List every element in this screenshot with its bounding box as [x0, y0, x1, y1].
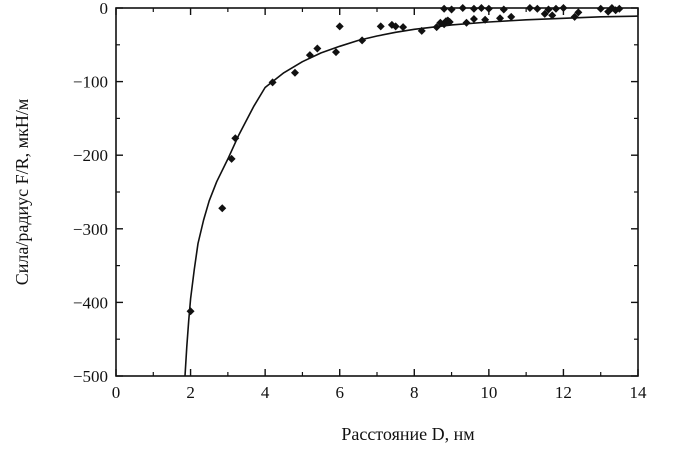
data-point — [417, 26, 426, 35]
data-point — [469, 15, 478, 24]
data-point — [484, 4, 493, 13]
data-point — [331, 48, 340, 57]
data-point — [540, 9, 549, 18]
data-point — [335, 22, 344, 31]
x-tick-label: 8 — [410, 383, 419, 402]
data-point — [227, 154, 236, 163]
data-points — [186, 4, 624, 316]
y-tick-label: −300 — [73, 220, 108, 239]
data-point — [186, 307, 195, 316]
data-point — [440, 4, 449, 13]
fit-curve-group — [184, 15, 639, 377]
y-tick-label: −400 — [73, 293, 108, 312]
x-tick-label: 0 — [112, 383, 121, 402]
data-point — [499, 5, 508, 14]
fit-curve — [184, 15, 639, 377]
x-axis-title: Расстояние D, нм — [341, 424, 474, 444]
x-tick-label: 4 — [261, 383, 270, 402]
y-tick-label: −200 — [73, 146, 108, 165]
data-point — [432, 23, 441, 32]
x-tick-label: 12 — [555, 383, 572, 402]
data-point — [544, 5, 553, 14]
data-point — [477, 4, 486, 12]
data-point — [507, 12, 516, 21]
data-point — [607, 4, 616, 12]
data-point — [615, 4, 624, 13]
data-point — [290, 68, 299, 77]
y-tick-label: −100 — [73, 73, 108, 92]
data-point — [376, 22, 385, 31]
x-tick-label: 2 — [186, 383, 195, 402]
data-point — [399, 23, 408, 32]
data-point — [447, 5, 456, 14]
y-axis-title: Сила/радиус F/R, мкН/м — [12, 99, 32, 285]
data-point — [445, 17, 454, 26]
data-point — [231, 134, 240, 143]
data-point — [570, 12, 579, 21]
data-point — [268, 78, 277, 87]
data-point — [533, 4, 542, 13]
data-point — [391, 22, 400, 31]
x-tick-label: 10 — [480, 383, 497, 402]
tick-labels: 0 2 4 6 8 10 12 14 0 −100 −200 −300 −400 −500 — [73, 0, 647, 402]
data-point — [596, 4, 605, 13]
data-point — [481, 15, 490, 24]
data-point — [313, 44, 322, 53]
data-point — [462, 18, 471, 27]
data-point — [551, 4, 560, 13]
y-tick-label: 0 — [100, 0, 109, 18]
data-point — [525, 4, 534, 12]
x-tick-label: 6 — [335, 383, 344, 402]
data-point — [305, 51, 314, 60]
data-point — [458, 4, 467, 12]
data-point — [559, 4, 568, 12]
plot-frame — [115, 7, 639, 377]
data-point — [469, 4, 478, 13]
data-point — [548, 11, 557, 20]
data-point — [574, 8, 583, 17]
x-tick-label: 14 — [630, 383, 648, 402]
data-point — [218, 204, 227, 213]
ticks — [115, 7, 639, 377]
y-tick-label: −500 — [73, 367, 108, 386]
data-point — [358, 36, 367, 45]
data-point — [496, 14, 505, 23]
